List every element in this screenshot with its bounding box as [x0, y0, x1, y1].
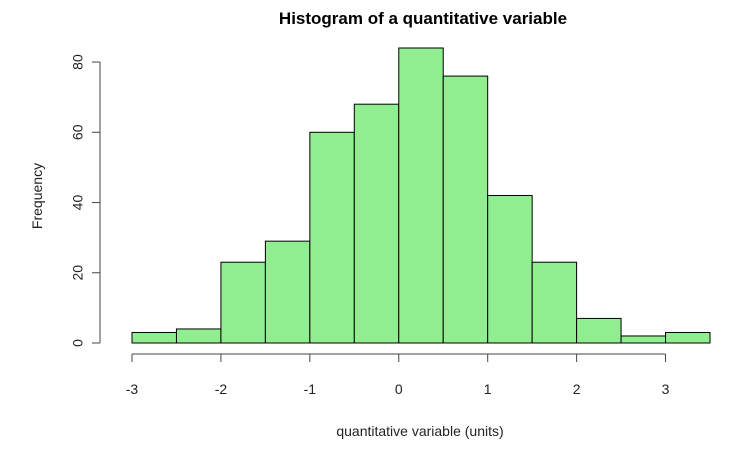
x-tick-label: -3: [126, 381, 139, 397]
histogram-bar-3: [220, 261, 266, 344]
histogram-bar-10: [531, 261, 578, 344]
histogram-bar-1: [131, 331, 177, 344]
y-tick-label: 60: [70, 124, 86, 140]
x-tick-label: 1: [484, 381, 492, 397]
histogram-bar-8: [442, 75, 489, 344]
x-tick-label: -1: [304, 381, 317, 397]
histogram-bar-2: [175, 328, 222, 344]
histogram-bar-11: [576, 317, 622, 344]
histogram-bar-4: [264, 240, 311, 344]
histogram-bar-13: [665, 331, 711, 344]
y-axis: 0 20 40 60 80: [70, 54, 101, 347]
histogram-bar-5: [309, 131, 355, 344]
histogram-bar-7: [398, 47, 444, 344]
x-axis-label: quantitative variable (units): [336, 423, 503, 439]
histogram-bar-12: [620, 335, 667, 344]
y-tick-label: 0: [70, 339, 86, 347]
bars-layer: [131, 47, 711, 344]
chart-title: Histogram of a quantitative variable: [279, 9, 567, 28]
histogram-bar-6: [353, 103, 400, 344]
y-tick-label: 40: [70, 195, 86, 211]
y-axis-label: Frequency: [29, 163, 45, 229]
x-axis: -3 -2 -1 0 1 2 3: [126, 353, 670, 397]
y-tick-label: 80: [70, 54, 86, 70]
histogram-bar-9: [487, 195, 533, 344]
x-tick-label: 2: [573, 381, 581, 397]
x-tick-label: -2: [215, 381, 228, 397]
x-tick-label: 3: [662, 381, 670, 397]
y-tick-label: 20: [70, 265, 86, 281]
x-tick-label: 0: [395, 381, 403, 397]
